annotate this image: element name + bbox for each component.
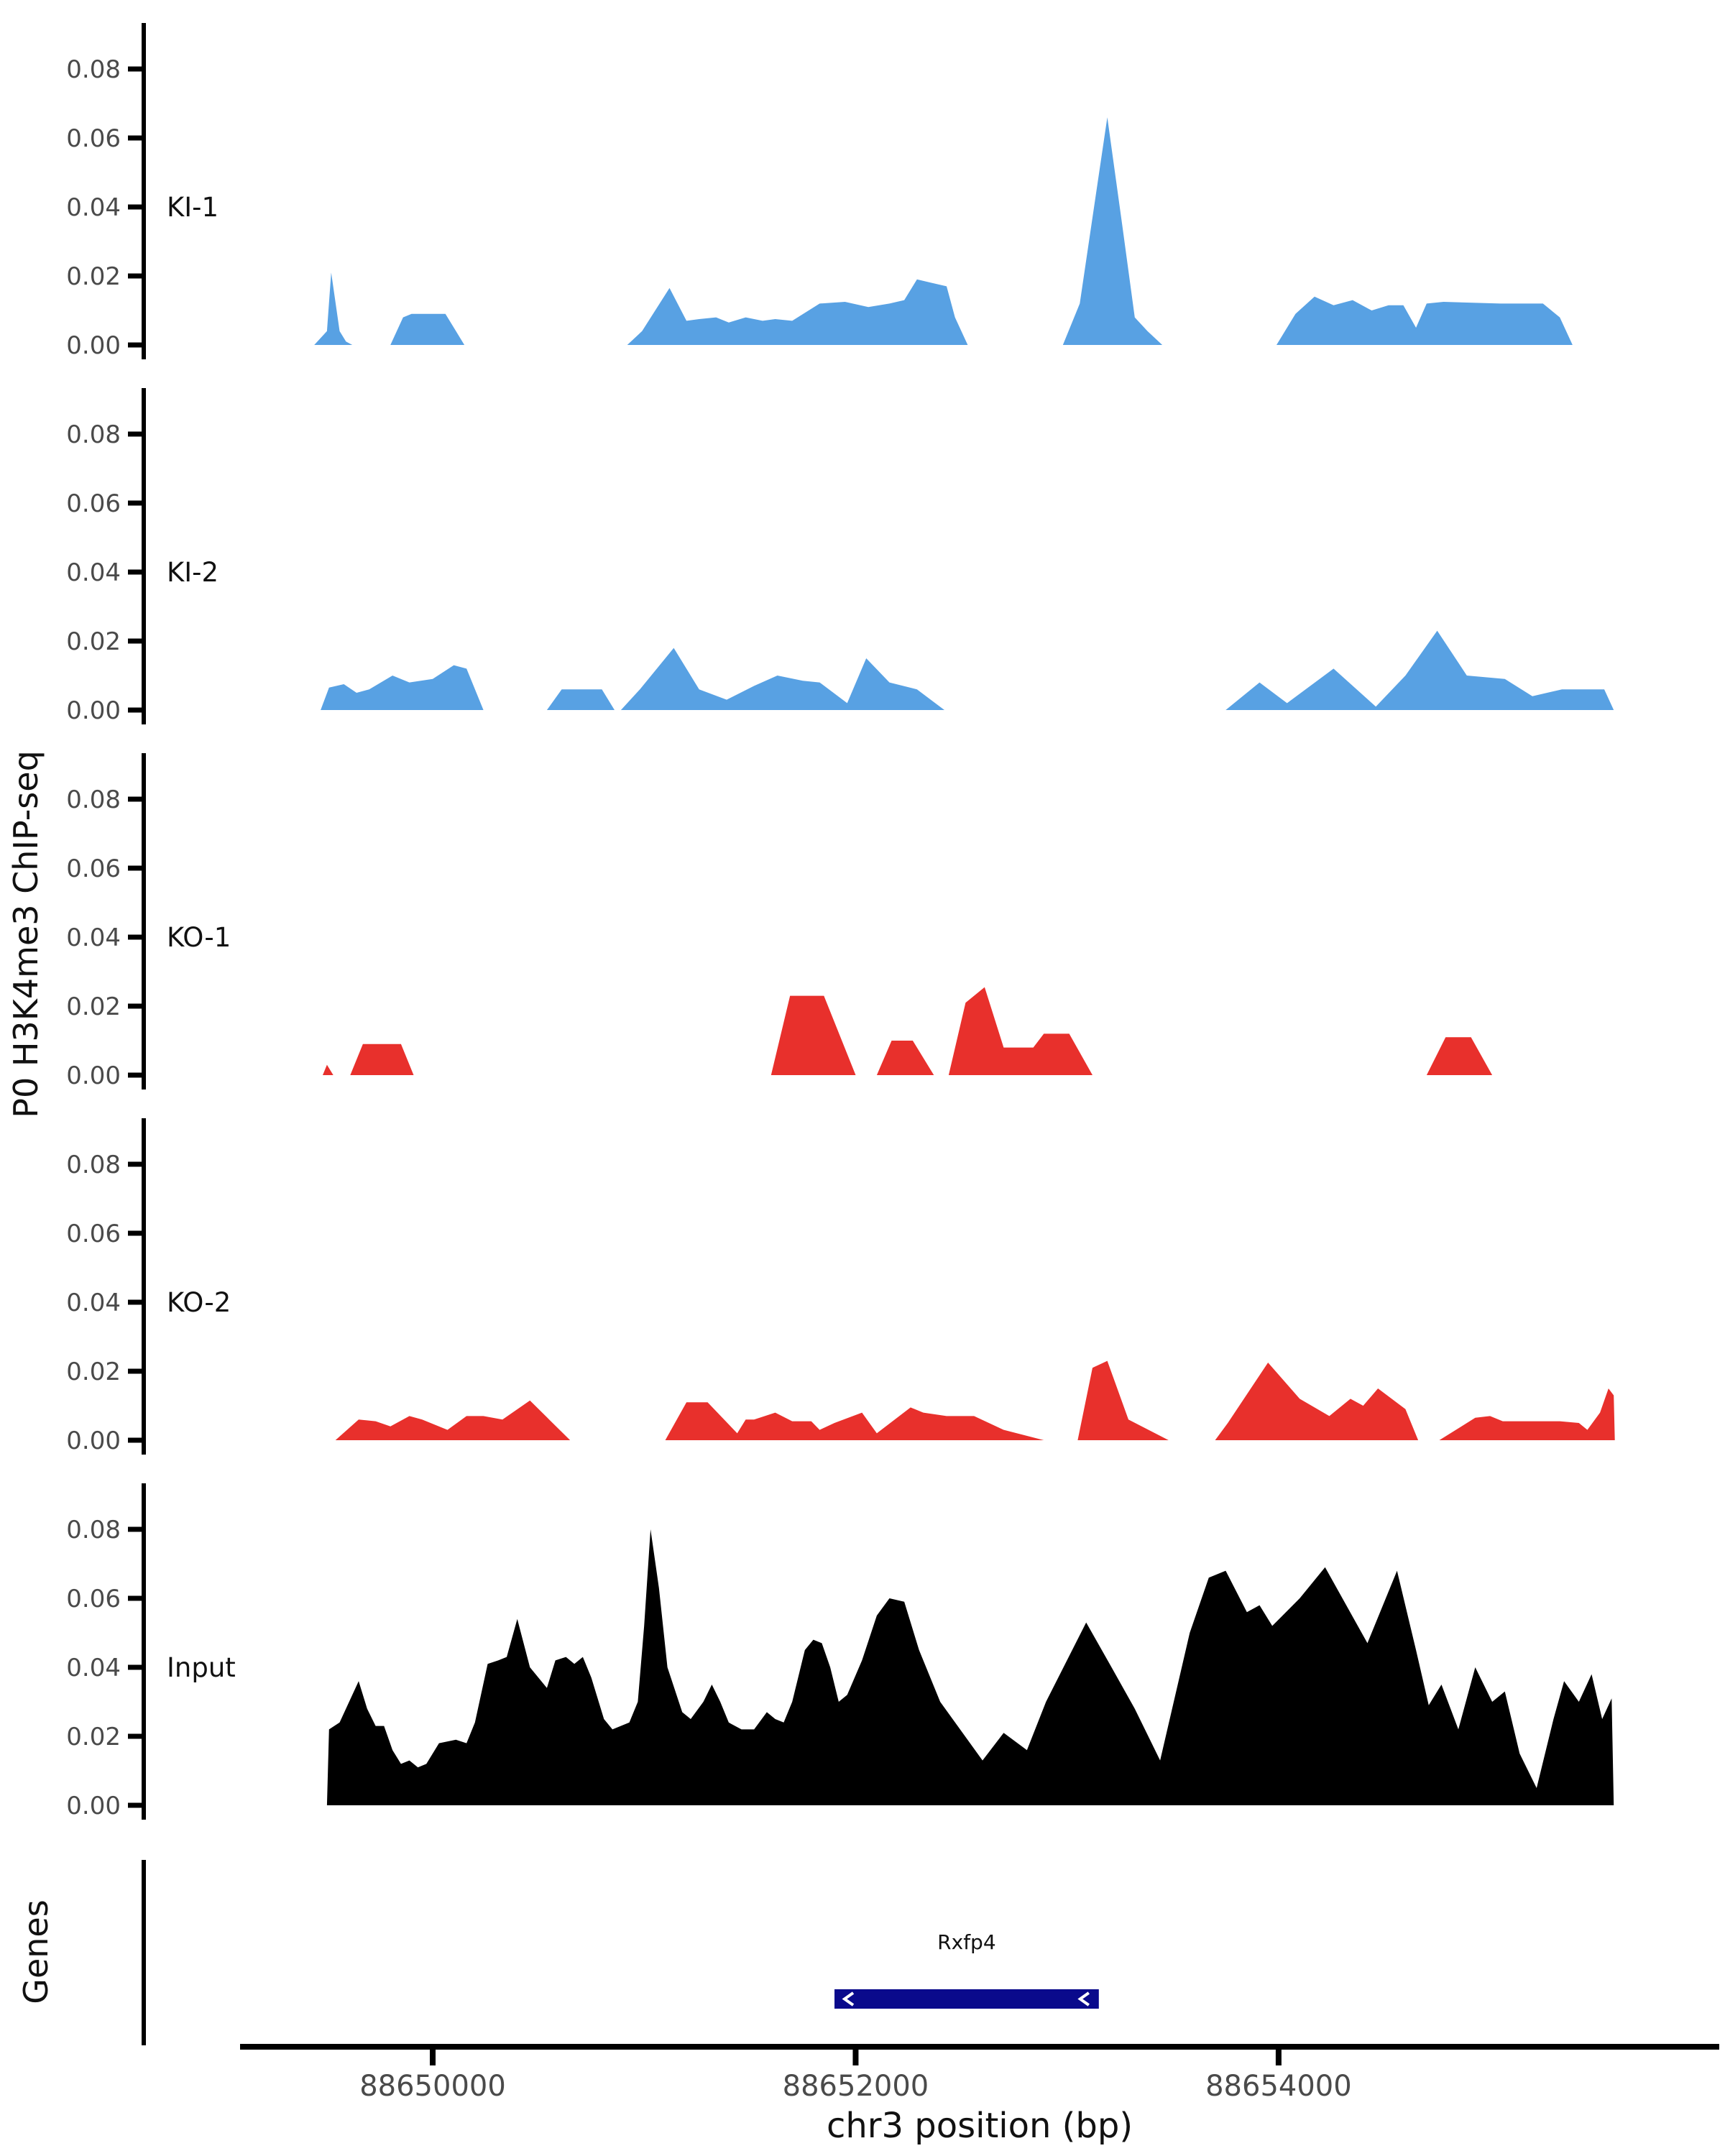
y-tick-mark bbox=[128, 1161, 144, 1167]
y-tick-mark bbox=[128, 204, 144, 210]
y-tick-mark bbox=[128, 1437, 144, 1443]
y-axis-line bbox=[142, 1483, 146, 1820]
y-tick-mark bbox=[128, 342, 144, 348]
y-axis-title: P0 H3K4me3 ChIP-seq bbox=[6, 750, 45, 1118]
y-tick-label: 0.04 bbox=[66, 1654, 121, 1682]
y-tick-label: 0.04 bbox=[66, 558, 121, 587]
y-tick-label: 0.02 bbox=[66, 262, 121, 291]
y-tick-mark bbox=[128, 1299, 144, 1305]
y-tick-label: 0.06 bbox=[66, 124, 121, 153]
y-axis-line bbox=[142, 388, 146, 724]
y-tick-label: 0.00 bbox=[66, 1061, 121, 1090]
x-tick-mark bbox=[1275, 2047, 1282, 2065]
x-tick-mark bbox=[852, 2047, 859, 2065]
y-tick-mark bbox=[128, 1072, 144, 1078]
coverage-area bbox=[321, 630, 1614, 710]
y-tick-mark bbox=[128, 1003, 144, 1009]
y-tick-mark bbox=[128, 431, 144, 437]
y-tick-label: 0.08 bbox=[66, 1516, 121, 1544]
gene-strand-arrow bbox=[1077, 1991, 1090, 2007]
y-tick-label: 0.04 bbox=[66, 193, 121, 222]
x-axis-line bbox=[240, 2044, 1719, 2050]
y-tick-mark bbox=[128, 1368, 144, 1374]
coverage-area bbox=[335, 1360, 1615, 1440]
x-axis-title: chr3 position (bp) bbox=[827, 2106, 1133, 2146]
track-label: KO-2 bbox=[167, 1287, 231, 1318]
y-tick-mark bbox=[128, 273, 144, 279]
x-tick-mark bbox=[430, 2047, 436, 2065]
y-tick-label: 0.06 bbox=[66, 854, 121, 883]
genes-axis-label: Genes bbox=[17, 1899, 55, 2004]
y-tick-label: 0.08 bbox=[66, 1151, 121, 1179]
gene-name-label: Rxfp4 bbox=[937, 1930, 995, 1954]
y-tick-label: 0.02 bbox=[66, 1358, 121, 1386]
y-axis-line bbox=[142, 753, 146, 1089]
y-tick-mark bbox=[128, 1230, 144, 1236]
track-label: KI-2 bbox=[167, 557, 218, 588]
y-tick-label: 0.00 bbox=[66, 696, 121, 725]
x-tick-label: 88652000 bbox=[783, 2070, 929, 2103]
y-tick-label: 0.00 bbox=[66, 331, 121, 360]
y-tick-label: 0.00 bbox=[66, 1427, 121, 1455]
y-tick-label: 0.06 bbox=[66, 1220, 121, 1248]
y-tick-label: 0.08 bbox=[66, 420, 121, 449]
y-tick-mark bbox=[128, 66, 144, 72]
x-axis: 88650000 88652000 88654000 chr3 position (b… bbox=[240, 2044, 1719, 2146]
coverage-area bbox=[326, 1529, 1614, 1805]
genes-axis-line bbox=[142, 1860, 146, 2045]
gene-strand-arrow bbox=[842, 1991, 855, 2007]
y-tick-mark bbox=[128, 1526, 144, 1532]
track-label: KO-1 bbox=[167, 922, 231, 953]
coverage-area bbox=[323, 987, 1493, 1075]
track-ki-2: 0.00 0.02 0.04 0.06 0.08 KI-2 bbox=[66, 388, 1614, 725]
y-tick-label: 0.06 bbox=[66, 1585, 121, 1613]
y-tick-mark bbox=[128, 1733, 144, 1739]
x-tick-label: 88650000 bbox=[359, 2070, 506, 2103]
y-tick-label: 0.04 bbox=[66, 1289, 121, 1317]
y-tick-mark bbox=[128, 1595, 144, 1601]
x-tick-label: 88654000 bbox=[1205, 2070, 1352, 2103]
y-axis-line bbox=[142, 1118, 146, 1455]
y-axis-line bbox=[142, 23, 146, 359]
track-ko-2: 0.00 0.02 0.04 0.06 0.08 KO-2 bbox=[66, 1118, 1615, 1455]
y-tick-mark bbox=[128, 707, 144, 713]
track-ko-1: 0.00 0.02 0.04 0.06 0.08 KO-1 bbox=[66, 753, 1493, 1090]
track-ki-1: 0.00 0.02 0.04 0.06 0.08 KI-1 bbox=[66, 23, 1573, 360]
y-tick-label: 0.06 bbox=[66, 489, 121, 518]
y-tick-mark bbox=[128, 934, 144, 940]
y-tick-label: 0.08 bbox=[66, 55, 121, 84]
y-tick-label: 0.02 bbox=[66, 992, 121, 1021]
y-tick-label: 0.04 bbox=[66, 923, 121, 952]
y-tick-mark bbox=[128, 796, 144, 802]
y-tick-mark bbox=[128, 1802, 144, 1808]
track-label: KI-1 bbox=[167, 192, 218, 223]
y-tick-mark bbox=[128, 865, 144, 871]
y-tick-mark bbox=[128, 569, 144, 575]
track-label: Input bbox=[167, 1652, 236, 1683]
y-tick-mark bbox=[128, 500, 144, 506]
y-tick-label: 0.02 bbox=[66, 627, 121, 656]
gene-body bbox=[834, 1989, 1099, 2009]
y-tick-mark bbox=[128, 1664, 144, 1670]
y-tick-label: 0.02 bbox=[66, 1723, 121, 1751]
genes-panel: Genes Rxfp4 bbox=[17, 1860, 1099, 2045]
y-tick-label: 0.00 bbox=[66, 1792, 121, 1820]
y-tick-mark bbox=[128, 135, 144, 141]
y-tick-mark bbox=[128, 638, 144, 644]
y-tick-label: 0.08 bbox=[66, 786, 121, 814]
track-input: 0.00 0.02 0.04 0.06 0.08 Input bbox=[66, 1483, 1614, 1820]
coverage-area bbox=[314, 117, 1573, 345]
